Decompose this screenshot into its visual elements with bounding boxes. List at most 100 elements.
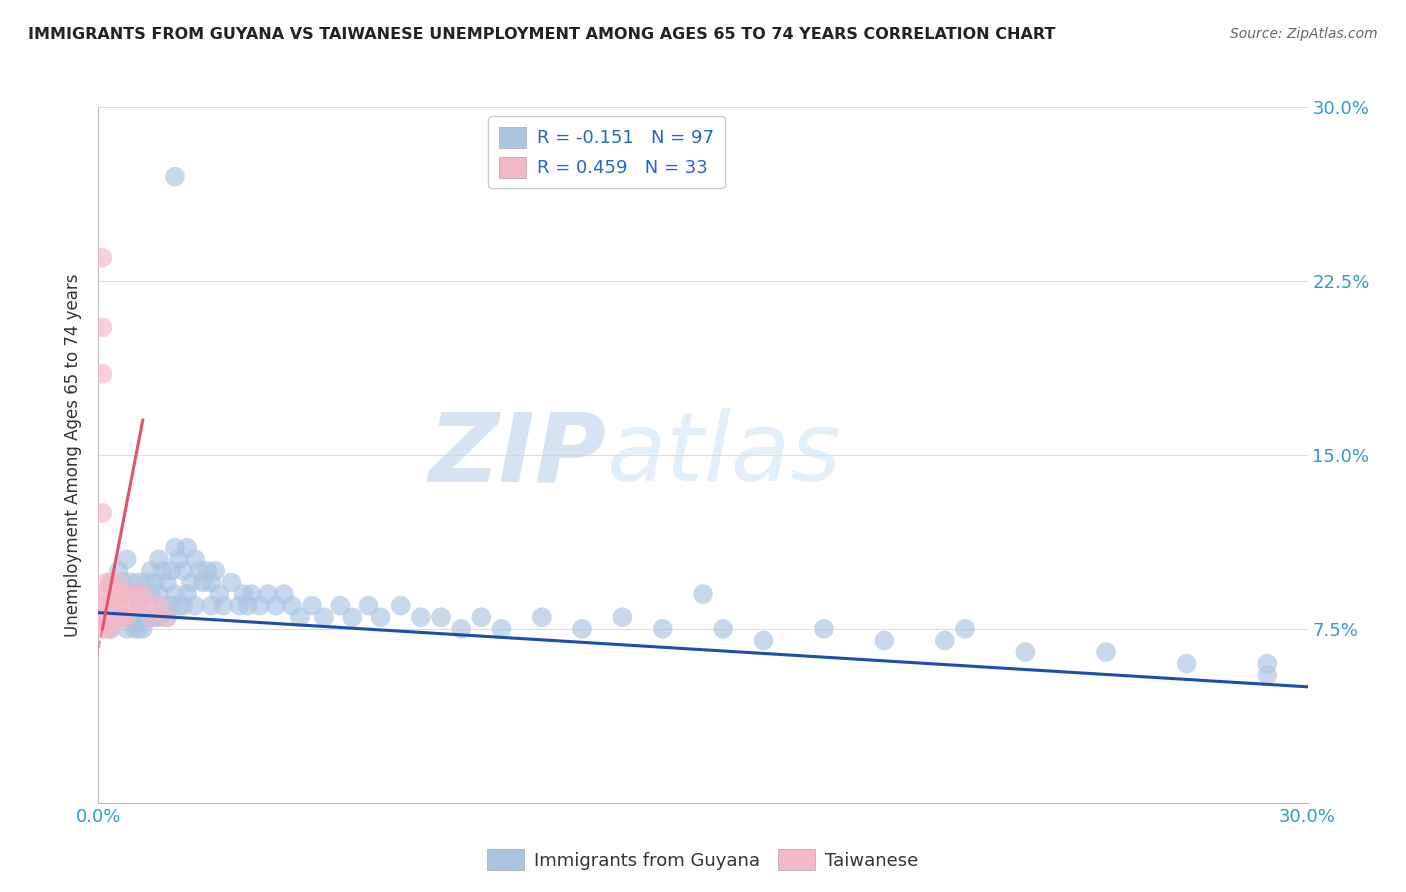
Point [135, 599, 157, 613]
Point [120, 610, 142, 624]
Point [91, 367, 114, 381]
Point [107, 610, 129, 624]
Point [103, 599, 125, 613]
Legend: Immigrants from Guyana, Taiwanese: Immigrants from Guyana, Taiwanese [481, 842, 925, 877]
Point [152, 599, 174, 613]
Point [1014, 645, 1036, 659]
Point [530, 610, 553, 624]
Point [135, 575, 157, 590]
Point [1175, 657, 1198, 671]
Point [124, 587, 146, 601]
Point [273, 587, 295, 601]
Point [91, 610, 114, 624]
Point [711, 622, 734, 636]
Point [120, 575, 142, 590]
Point [1256, 657, 1278, 671]
Point [132, 610, 155, 624]
Point [100, 622, 122, 636]
Point [172, 564, 194, 578]
Point [228, 599, 250, 613]
Point [256, 587, 278, 601]
Point [91, 610, 114, 624]
Point [167, 599, 190, 613]
Y-axis label: Unemployment Among Ages 65 to 74 years: Unemployment Among Ages 65 to 74 years [65, 273, 83, 637]
Point [195, 564, 218, 578]
Text: IMMIGRANTS FROM GUYANA VS TAIWANESE UNEMPLOYMENT AMONG AGES 65 TO 74 YEARS CORRE: IMMIGRANTS FROM GUYANA VS TAIWANESE UNEM… [28, 27, 1056, 42]
Point [163, 541, 186, 555]
Point [132, 587, 155, 601]
Point [111, 575, 134, 590]
Point [143, 610, 166, 624]
Point [873, 633, 896, 648]
Point [612, 610, 634, 624]
Point [176, 587, 198, 601]
Text: atlas: atlas [606, 409, 841, 501]
Point [96, 622, 118, 636]
Point [148, 599, 170, 613]
Point [301, 599, 323, 613]
Point [470, 610, 492, 624]
Point [409, 610, 432, 624]
Point [91, 506, 114, 520]
Point [651, 622, 673, 636]
Point [111, 587, 134, 601]
Point [370, 610, 392, 624]
Point [107, 610, 129, 624]
Point [204, 564, 226, 578]
Point [752, 633, 775, 648]
Point [167, 552, 190, 566]
Point [200, 575, 222, 590]
Point [111, 610, 134, 624]
Point [934, 633, 956, 648]
Point [91, 251, 114, 265]
Point [91, 587, 114, 601]
Point [208, 587, 231, 601]
Point [100, 610, 122, 624]
Point [430, 610, 453, 624]
Point [953, 622, 976, 636]
Point [132, 587, 155, 601]
Point [139, 610, 162, 624]
Point [200, 599, 222, 613]
Point [100, 575, 122, 590]
Point [813, 622, 835, 636]
Point [124, 587, 146, 601]
Point [96, 610, 118, 624]
Point [139, 610, 162, 624]
Point [107, 564, 129, 578]
Point [100, 575, 122, 590]
Point [96, 599, 118, 613]
Point [115, 610, 138, 624]
Point [160, 599, 183, 613]
Point [148, 610, 170, 624]
Text: ZIP: ZIP [429, 409, 606, 501]
Point [180, 575, 202, 590]
Point [692, 587, 714, 601]
Point [163, 587, 186, 601]
Point [115, 622, 138, 636]
Point [281, 599, 304, 613]
Point [314, 610, 336, 624]
Point [236, 599, 259, 613]
Point [1095, 645, 1118, 659]
Point [232, 587, 254, 601]
Point [240, 587, 263, 601]
Point [342, 610, 364, 624]
Point [115, 587, 138, 601]
Point [103, 610, 125, 624]
Point [132, 622, 155, 636]
Point [96, 610, 118, 624]
Point [96, 575, 118, 590]
Point [163, 169, 186, 184]
Point [139, 587, 162, 601]
Point [212, 599, 235, 613]
Point [288, 610, 311, 624]
Point [120, 599, 142, 613]
Point [491, 622, 513, 636]
Point [156, 610, 179, 624]
Point [115, 587, 138, 601]
Point [329, 599, 352, 613]
Point [143, 575, 166, 590]
Point [193, 575, 215, 590]
Point [124, 622, 146, 636]
